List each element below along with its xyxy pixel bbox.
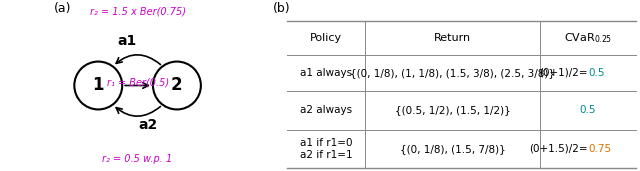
Text: a2 always: a2 always <box>300 105 353 115</box>
Text: {(0.5, 1/2), (1.5, 1/2)}: {(0.5, 1/2), (1.5, 1/2)} <box>395 105 511 115</box>
Text: 0.75: 0.75 <box>588 144 611 154</box>
Text: {(0, 1/8), (1.5, 7/8)}: {(0, 1/8), (1.5, 7/8)} <box>399 144 506 154</box>
Text: Return: Return <box>434 33 471 43</box>
Text: 0.5: 0.5 <box>580 105 596 115</box>
Text: r₂ = 0.5 w.p. 1: r₂ = 0.5 w.p. 1 <box>102 154 173 164</box>
Text: (b): (b) <box>273 2 290 15</box>
Text: r₂ = 1.5 x Ber(0.75): r₂ = 1.5 x Ber(0.75) <box>90 7 186 17</box>
Text: 0.5: 0.5 <box>588 68 605 78</box>
Text: r₁ = Ber(0.5): r₁ = Ber(0.5) <box>106 78 169 88</box>
Text: a1 always: a1 always <box>300 68 353 78</box>
Text: (a): (a) <box>54 2 71 15</box>
Text: {(0, 1/8), (1, 1/8), (1.5, 3/8), (2.5, 3/8)}: {(0, 1/8), (1, 1/8), (1.5, 3/8), (2.5, 3… <box>350 68 555 78</box>
Text: Policy: Policy <box>310 33 342 43</box>
Text: 1: 1 <box>93 76 104 95</box>
Text: 2: 2 <box>171 76 183 95</box>
Text: (0+1)/2=: (0+1)/2= <box>540 68 588 78</box>
Text: a1 if r1=0
a2 if r1=1: a1 if r1=0 a2 if r1=1 <box>300 138 353 160</box>
Text: a1: a1 <box>118 34 137 48</box>
Text: (0+1.5)/2=: (0+1.5)/2= <box>529 144 588 154</box>
Text: a2: a2 <box>138 118 157 132</box>
Text: CVaR$_{0.25}$: CVaR$_{0.25}$ <box>564 31 612 44</box>
